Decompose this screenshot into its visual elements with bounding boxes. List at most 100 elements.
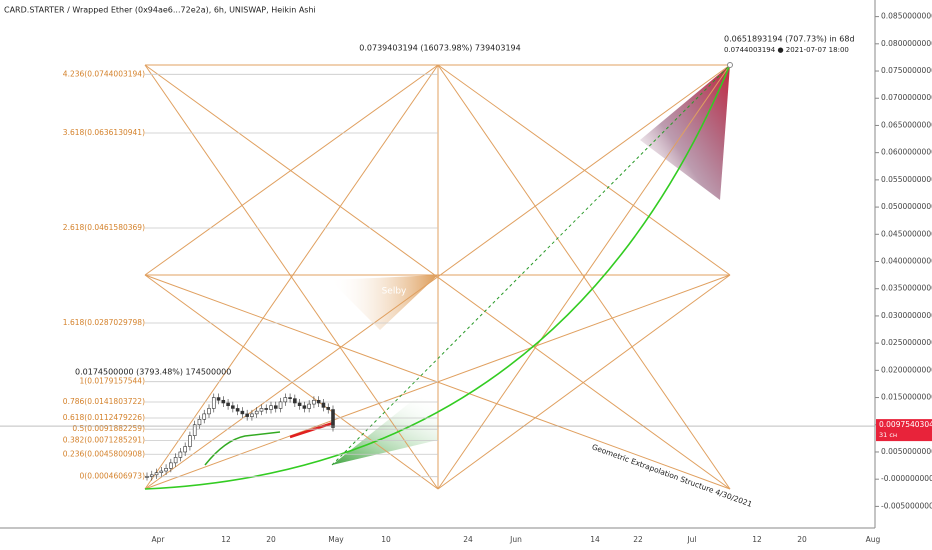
candle <box>202 413 207 420</box>
line <box>437 64 731 490</box>
x-tick-label: 10 <box>381 535 391 544</box>
candle <box>149 474 154 477</box>
price-tag <box>876 419 932 442</box>
y-tick-label: 0.0150000000 <box>881 393 932 402</box>
candle <box>283 397 288 403</box>
candle <box>312 399 316 405</box>
candle <box>197 419 202 426</box>
countdown: 31 сн <box>879 431 897 439</box>
candle <box>154 472 159 476</box>
candle <box>269 405 273 410</box>
y-tick-label: 0.0700000000 <box>881 93 932 102</box>
candle <box>264 408 269 410</box>
x-tick-label: 14 <box>590 535 600 544</box>
fib-label: 0.382(0.0071285291) <box>63 435 145 444</box>
fib-label: 1.618(0.0287029798) <box>63 318 145 327</box>
candle <box>316 399 321 404</box>
y-tick-label: 0.0450000000 <box>881 229 932 238</box>
annotation: 0.0739403194 (16073.98%) 739403194 <box>359 44 520 53</box>
fib-label: 0.786(0.0141803722) <box>63 397 145 406</box>
candle <box>169 462 173 469</box>
candle <box>321 402 326 408</box>
candle <box>178 451 183 458</box>
candle <box>240 410 245 415</box>
y-tick-label: 0.0350000000 <box>881 284 932 293</box>
candle <box>173 457 178 464</box>
candle <box>216 397 221 401</box>
ma-line <box>204 431 281 466</box>
candle <box>297 402 302 407</box>
candle <box>164 467 168 472</box>
y-tick-label: 0.0750000000 <box>881 66 932 75</box>
y-tick-label: -0.0000000000 <box>881 474 932 483</box>
line <box>144 64 439 276</box>
candle <box>235 408 240 412</box>
candle <box>226 402 230 407</box>
x-tick-label: Jun <box>509 535 522 544</box>
fib-label: 3.618(0.0636130941) <box>63 128 145 137</box>
fib-label: 0.236(0.0045800908) <box>63 449 145 458</box>
y-tick-label: 0.0650000000 <box>881 120 932 129</box>
x-tick-label: 20 <box>266 535 276 544</box>
fib-label: 0.5(0.0091882259) <box>72 424 145 433</box>
candle <box>183 446 187 453</box>
y-tick-label: 0.0050000000 <box>881 447 932 456</box>
candle <box>211 397 216 409</box>
candle <box>293 398 297 404</box>
fib-label: 2.618(0.0461580369) <box>63 223 145 232</box>
candle <box>326 407 331 410</box>
gradients <box>330 65 730 465</box>
line <box>437 64 731 276</box>
candle <box>302 405 307 409</box>
annotation: 0.0744003194 ● 2021-07-07 18:00 <box>724 46 849 54</box>
y-tick-label: 0.0800000000 <box>881 39 932 48</box>
x-tick-label: May <box>328 535 344 544</box>
x-tick-label: 20 <box>797 535 807 544</box>
candle <box>331 409 335 428</box>
x-tick-label: Apr <box>152 535 166 544</box>
selby-label: Selby <box>382 287 407 297</box>
annotation: 0.0174500000 (3793.48%) 174500000 <box>75 368 231 377</box>
candle <box>231 405 235 409</box>
line <box>437 274 731 490</box>
candle <box>307 403 311 409</box>
y-tick-label: 0.0200000000 <box>881 365 932 374</box>
candle <box>288 397 292 399</box>
green-zone <box>332 380 438 465</box>
red-zone <box>640 65 730 200</box>
y-tick-label: 0.0550000000 <box>881 175 932 184</box>
price-tag-label: 0.0097540304 <box>879 420 932 429</box>
x-tick-label: 12 <box>752 535 762 544</box>
x-tick-label: Jul <box>686 535 696 544</box>
candle <box>207 408 211 415</box>
candle <box>145 476 149 478</box>
y-tick-label: -0.0050000000 <box>881 501 932 510</box>
y-tick-label: 0.0400000000 <box>881 257 932 266</box>
target-point <box>727 62 733 68</box>
y-tick-label: 0.0250000000 <box>881 338 932 347</box>
fib-label: 0(0.0004606973) <box>80 472 146 481</box>
candle <box>278 401 283 409</box>
x-tick-label: Aug <box>866 535 881 544</box>
y-tick-label: 0.0300000000 <box>881 311 932 320</box>
fib-label: 0.618(0.0112479226) <box>63 413 145 422</box>
chart-title: CARD.STARTER / Wrapped Ether (0x94ae6...… <box>4 6 316 15</box>
x-tick-label: 12 <box>221 535 231 544</box>
selby-zone <box>330 275 438 330</box>
candle <box>259 408 264 412</box>
growth-curve <box>144 64 731 490</box>
candle <box>221 399 226 404</box>
trend-line <box>289 421 334 439</box>
candle <box>254 410 259 415</box>
fib-label: 1(0.0179157544) <box>80 377 146 386</box>
y-tick-label: 0.0600000000 <box>881 148 932 157</box>
candle <box>250 413 254 417</box>
y-tick-label: 0.0850000000 <box>881 12 932 21</box>
annotation: 0.0651893194 (707.73%) in 68d <box>724 35 855 44</box>
candle <box>245 413 249 417</box>
fib-label: 4.236(0.0744003194) <box>63 69 145 78</box>
x-tick-label: 24 <box>463 535 473 544</box>
candle <box>188 435 192 447</box>
candle <box>159 470 164 473</box>
